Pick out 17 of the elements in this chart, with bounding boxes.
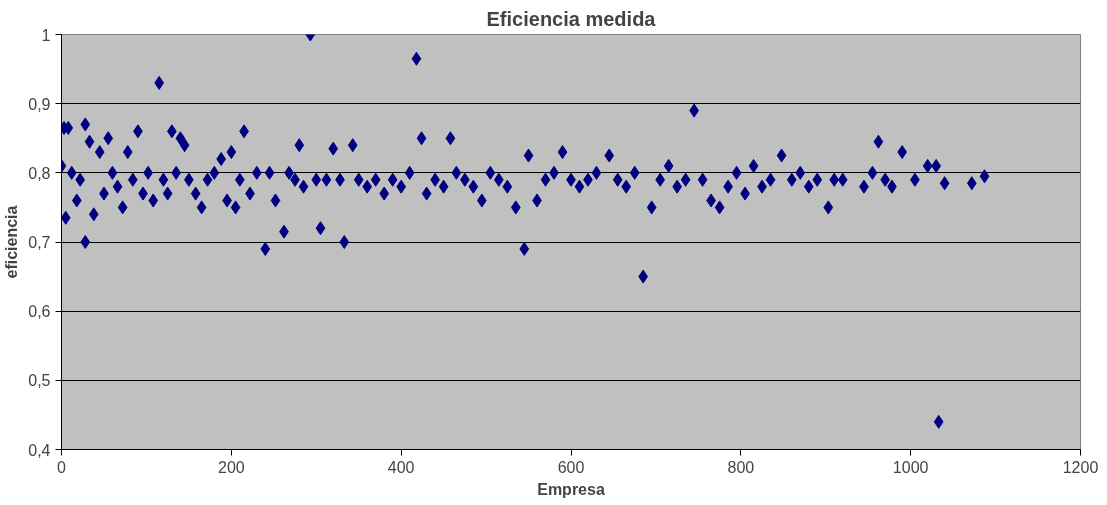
x-tick-label: 1000: [892, 458, 929, 476]
chart-title: Eficiencia medida: [486, 7, 657, 30]
y-tick-label: 0,9: [28, 95, 51, 113]
y-tick-label: 0,7: [28, 234, 51, 251]
y-tick-label: 0,8: [28, 164, 51, 182]
y-tick-label: 0,5: [28, 372, 51, 390]
y-tick-label: 1: [41, 26, 51, 44]
x-tick-label: 400: [387, 458, 415, 476]
y-tick-label: 0,4: [28, 441, 51, 459]
y-tick-label: 0,6: [28, 303, 51, 321]
x-axis-title: Empresa: [537, 480, 605, 498]
x-tick-label: 200: [217, 458, 245, 476]
x-tick-label: 1200: [1062, 458, 1099, 476]
x-tick-label: 0: [57, 458, 67, 476]
x-tick-label: 600: [557, 458, 585, 476]
y-axis-title: eficiencia: [3, 205, 21, 279]
x-tick-label: 800: [727, 458, 755, 476]
